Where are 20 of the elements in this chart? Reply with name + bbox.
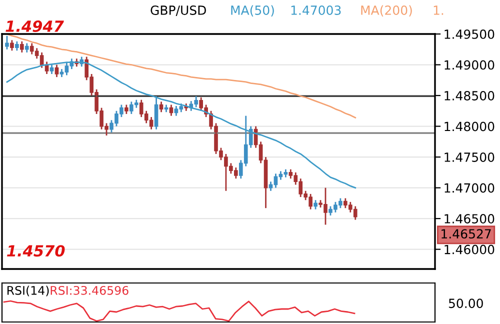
text: 1. (434, 6, 444, 15)
y-tick-label: 1.49500 (444, 29, 494, 39)
text: 1.4947 (6, 20, 64, 32)
y-tick-label: 1.48000 (444, 122, 494, 132)
y-tick-label: 1.49000 (444, 60, 494, 70)
line-series (6, 34, 356, 118)
y-tick-label: 1.47500 (444, 152, 494, 162)
y-tick-label: 1.46000 (444, 244, 494, 254)
y-tick-label: 1.47000 (444, 183, 494, 193)
annotation: 1.4570 (6, 245, 65, 257)
text: 50.00 (448, 298, 483, 308)
text: MA(50) (231, 5, 274, 16)
chart-subtitle: RSI:33.46596 (50, 286, 128, 295)
text: 1.47003 (291, 6, 341, 15)
chart-title: GBP/USD (150, 6, 206, 16)
y-tick-label: 1.48500 (444, 90, 494, 100)
text: 1.46527 (442, 229, 491, 239)
chart-title: RSI(14) (7, 286, 49, 296)
y-tick-label: 1.46500 (444, 214, 494, 224)
text: MA(200) (361, 5, 412, 16)
